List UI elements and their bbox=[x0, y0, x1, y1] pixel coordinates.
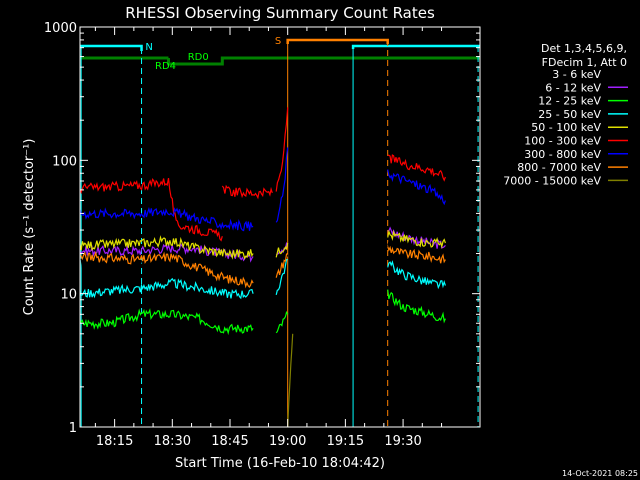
series-lines bbox=[79, 107, 446, 428]
series-line-8-0 bbox=[287, 333, 294, 428]
series-line-6-2 bbox=[387, 169, 446, 206]
event-markers bbox=[80, 40, 479, 427]
rd0-flag-2 bbox=[166, 56, 480, 66]
series-line-6-1 bbox=[275, 147, 289, 223]
y-tick-label-1: 10 bbox=[60, 288, 77, 303]
series-line-5-1 bbox=[221, 184, 273, 200]
chart-title: RHESSI Observing Summary Count Rates bbox=[125, 4, 435, 22]
legend-header-2: FDecim 1, Att 0 bbox=[542, 56, 627, 69]
saa-flag-label: S bbox=[275, 36, 281, 47]
flag-bars: N S RD0 RD4 bbox=[80, 36, 480, 72]
x-tick-label-1: 18:30 bbox=[154, 434, 191, 449]
night-flag-1 bbox=[80, 44, 143, 51]
legend-label-3: 25 - 50 keV bbox=[538, 108, 601, 121]
series-line-0-0 bbox=[79, 255, 254, 276]
series-line-5-3 bbox=[387, 154, 446, 182]
night-flag-label: N bbox=[145, 42, 152, 53]
y-axis: 1 10 100 1000 bbox=[44, 21, 480, 436]
series-line-3-0 bbox=[79, 277, 254, 300]
series-line-7-2 bbox=[387, 245, 446, 264]
rd4-flag-label: RD4 bbox=[155, 61, 176, 72]
x-tick-label-2: 18:45 bbox=[211, 434, 248, 449]
x-tick-label-3: 19:00 bbox=[269, 434, 306, 449]
legend-label-1: 6 - 12 keV bbox=[545, 81, 601, 94]
series-line-2-1 bbox=[275, 310, 289, 334]
legend-label-4: 50 - 100 keV bbox=[531, 121, 601, 134]
series-line-3-2 bbox=[387, 260, 446, 290]
series-line-3-1 bbox=[275, 258, 288, 296]
saa-flag bbox=[286, 38, 389, 44]
legend-header-1: Det 1,3,4,5,6,9, bbox=[541, 42, 627, 55]
y-tick-label-2: 100 bbox=[52, 154, 77, 169]
x-tick-label-5: 19:30 bbox=[384, 434, 421, 449]
legend-label-0: 3 - 6 keV bbox=[552, 68, 601, 81]
x-tick-label-4: 19:15 bbox=[327, 434, 364, 449]
night-flag-2 bbox=[351, 44, 480, 49]
y-tick-label-0: 1 bbox=[69, 421, 77, 436]
legend: Det 1,3,4,5,6,9,FDecim 1, Att 03 - 6 keV… bbox=[503, 42, 628, 187]
series-line-7-0 bbox=[79, 250, 254, 289]
x-axis-label: Start Time (16-Feb-10 18:04:42) bbox=[175, 456, 385, 471]
legend-label-5: 100 - 300 keV bbox=[524, 135, 601, 148]
series-line-7-1 bbox=[275, 252, 288, 278]
series-line-4-0 bbox=[79, 235, 254, 260]
series-line-4-1 bbox=[275, 242, 289, 258]
y-axis-label: Count Rate (s⁻¹ detector⁻¹) bbox=[22, 139, 37, 316]
series-line-6-0 bbox=[79, 206, 254, 232]
series-line-1-0 bbox=[79, 242, 254, 263]
rd0-flag-label: RD0 bbox=[188, 52, 209, 63]
legend-label-2: 12 - 25 keV bbox=[538, 95, 601, 108]
plot-frame bbox=[79, 26, 481, 428]
series-line-5-0 bbox=[79, 177, 223, 242]
series-line-5-2 bbox=[275, 107, 289, 192]
legend-label-8: 7000 - 15000 keV bbox=[503, 174, 601, 187]
legend-label-7: 800 - 7000 keV bbox=[517, 161, 601, 174]
series-line-4-2 bbox=[387, 229, 446, 249]
y-tick-label-3: 1000 bbox=[44, 21, 77, 36]
timestamp: 14-Oct-2021 08:25 bbox=[562, 469, 638, 478]
x-tick-label-0: 18:15 bbox=[96, 434, 133, 449]
series-line-2-2 bbox=[387, 289, 446, 324]
legend-label-6: 300 - 800 keV bbox=[524, 148, 601, 161]
series-line-2-0 bbox=[79, 308, 254, 336]
x-axis: 18:15 18:30 18:45 19:00 19:15 19:30 bbox=[94, 27, 481, 449]
